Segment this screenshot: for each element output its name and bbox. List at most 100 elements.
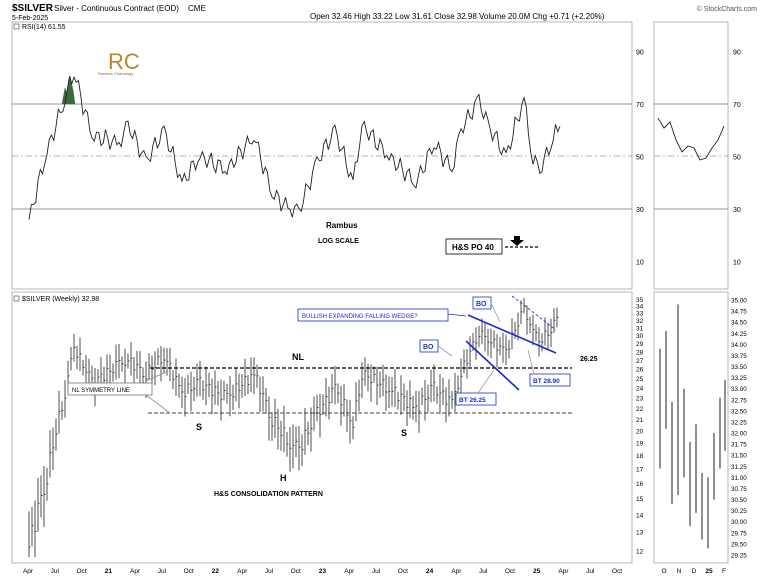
- author-label: Rambus: [326, 221, 358, 230]
- price-tick-label: 31: [636, 325, 644, 332]
- inset-price-tick-label: 29.25: [731, 553, 747, 560]
- chart-date: 5-Feb-2025: [12, 15, 48, 22]
- po-box: [445, 238, 503, 255]
- x-axis-label: Oct: [505, 568, 515, 575]
- price-tick-label: 15: [636, 496, 644, 503]
- price-tick-label: 33: [636, 311, 644, 318]
- price-tick-label: 17: [636, 467, 644, 474]
- price-label-swatch: [13, 295, 20, 302]
- price-tick-label: 32: [636, 318, 644, 325]
- bo-callout-2-text: BO: [476, 301, 487, 308]
- inset-x-axis: O N D 25 F: [661, 568, 726, 575]
- head-label: H: [280, 473, 287, 483]
- inset-price-tick-label: 33.25: [731, 375, 747, 382]
- nl-value-label: 26.25: [580, 356, 598, 363]
- inset-price-tick-label: 33.75: [731, 353, 747, 360]
- inset-price-tick-label: 29.75: [731, 530, 747, 537]
- price-tick-label: 29: [636, 341, 644, 348]
- x-axis-label: 24: [426, 568, 434, 575]
- price-tick-label: 35: [636, 297, 644, 304]
- inset-price-tick-label: 34.25: [731, 331, 747, 338]
- inset-price-tick-label: 29.50: [731, 541, 747, 548]
- rsi-label: RSI(14) 61.55: [22, 24, 66, 31]
- x-axis-label: Jul: [586, 568, 595, 575]
- x-axis-label: 23: [319, 568, 327, 575]
- price-tick-label: 22: [636, 406, 644, 413]
- watermark-text: Rambus Chartology: [98, 71, 133, 76]
- symmetry-callout-text: NL SYMMETRY LINE: [72, 388, 130, 394]
- price-tick-label: 18: [636, 453, 644, 460]
- wedge-breakout-dash: [511, 295, 557, 331]
- x-axis-label: Apr: [237, 568, 248, 575]
- inset-price-tick-label: 34.00: [731, 342, 747, 349]
- inset-x-label: O: [661, 568, 666, 575]
- x-axis-label: Apr: [451, 568, 462, 575]
- price-tick-label: 27: [636, 358, 644, 365]
- po-label: H&S PO 40: [452, 243, 494, 252]
- inset-price-tick-label: 30.00: [731, 519, 747, 526]
- price-tick-label: 26: [636, 367, 644, 374]
- inset-price-tick-label: 30.75: [731, 486, 747, 493]
- bt-callout-1-text: BT 26.25: [459, 397, 486, 404]
- inset-price-tick-label: 32.50: [731, 408, 747, 415]
- x-axis-label: 21: [105, 568, 113, 575]
- inset-x-label: N: [677, 568, 682, 575]
- inset-price-tick-label: 30.50: [731, 497, 747, 504]
- right-shoulder-label: S: [401, 428, 407, 438]
- inset-price-tick-label: 32.75: [731, 397, 747, 404]
- inset-price-tick-label: 33.50: [731, 364, 747, 371]
- po-down-arrow-icon: [510, 236, 524, 246]
- watermark-initials: RC: [108, 49, 140, 74]
- rsi-line: [28, 76, 561, 220]
- bo-callout-1-text: BO: [423, 344, 434, 351]
- bo-arrow-2: [490, 302, 501, 323]
- bt-callout-2: [529, 373, 571, 387]
- bo-arrow-1: [437, 345, 453, 357]
- x-axis-label: Oct: [398, 568, 408, 575]
- x-axis-label: 22: [212, 568, 220, 575]
- x-axis-label: Apr: [130, 568, 141, 575]
- wedge-callout: [297, 308, 449, 322]
- price-tick-label: 14: [636, 512, 644, 519]
- x-axis-label: Oct: [184, 568, 194, 575]
- inset-x-label: 25: [705, 568, 713, 575]
- inset-rsi-line: [657, 117, 725, 161]
- wedge-lower-line: [465, 340, 520, 391]
- x-axis-label: Oct: [291, 568, 301, 575]
- x-axis-label: 25: [533, 568, 541, 575]
- price-tick-label: 34: [636, 304, 644, 311]
- wedge-callout-arrow: [447, 313, 467, 317]
- x-axis-label: Apr: [558, 568, 569, 575]
- chart-symbol: $SILVER: [12, 3, 54, 14]
- wedge-upper-line: [467, 314, 557, 354]
- inset-rsi-ticks: 90 70 50 30 10: [733, 50, 741, 267]
- inset-price-tick-label: 31.75: [731, 442, 747, 449]
- inset-rsi-tick-label: 30: [733, 207, 741, 214]
- inset-price-tick-label: 34.75: [731, 309, 747, 316]
- x-axis-labels: Apr Jul Oct 21 Apr Jul Oct 22 Apr Jul Oct 23 Apr Jul O…: [23, 568, 622, 575]
- inset-price-tick-label: 31.25: [731, 464, 747, 471]
- rsi-tick-labels: 90 70 50 30 10: [636, 50, 644, 267]
- chart-name: Silver - Continuous Contract (EOD): [54, 4, 179, 13]
- chart-source: © StockCharts.com: [697, 5, 758, 13]
- x-axis-label: Jul: [265, 568, 274, 575]
- chart-exchange: CME: [188, 4, 206, 13]
- inset-price-tick-label: 32.00: [731, 431, 747, 438]
- price-tick-label: 23: [636, 396, 644, 403]
- x-axis-label: Jul: [51, 568, 60, 575]
- inset-price-ticks: 35.00 34.75 34.50 34.25 34.00 33.75 33.50 33.25…: [731, 298, 747, 560]
- price-tick-label: 16: [636, 481, 644, 488]
- price-tick-label: 21: [636, 417, 644, 424]
- inset-price-tick-label: 31.00: [731, 475, 747, 482]
- rsi-tick-label: 70: [636, 102, 644, 109]
- x-axis-label: Jul: [479, 568, 488, 575]
- inset-x-label: D: [692, 568, 697, 575]
- inset-x-label: F: [722, 568, 726, 575]
- inset-rsi-panel: [653, 21, 729, 290]
- bt-callout-1: [455, 392, 497, 406]
- rsi-tick-label: 10: [636, 260, 644, 267]
- bt-arrow-2: [527, 349, 535, 375]
- inset-rsi-tick-label: 90: [733, 50, 741, 57]
